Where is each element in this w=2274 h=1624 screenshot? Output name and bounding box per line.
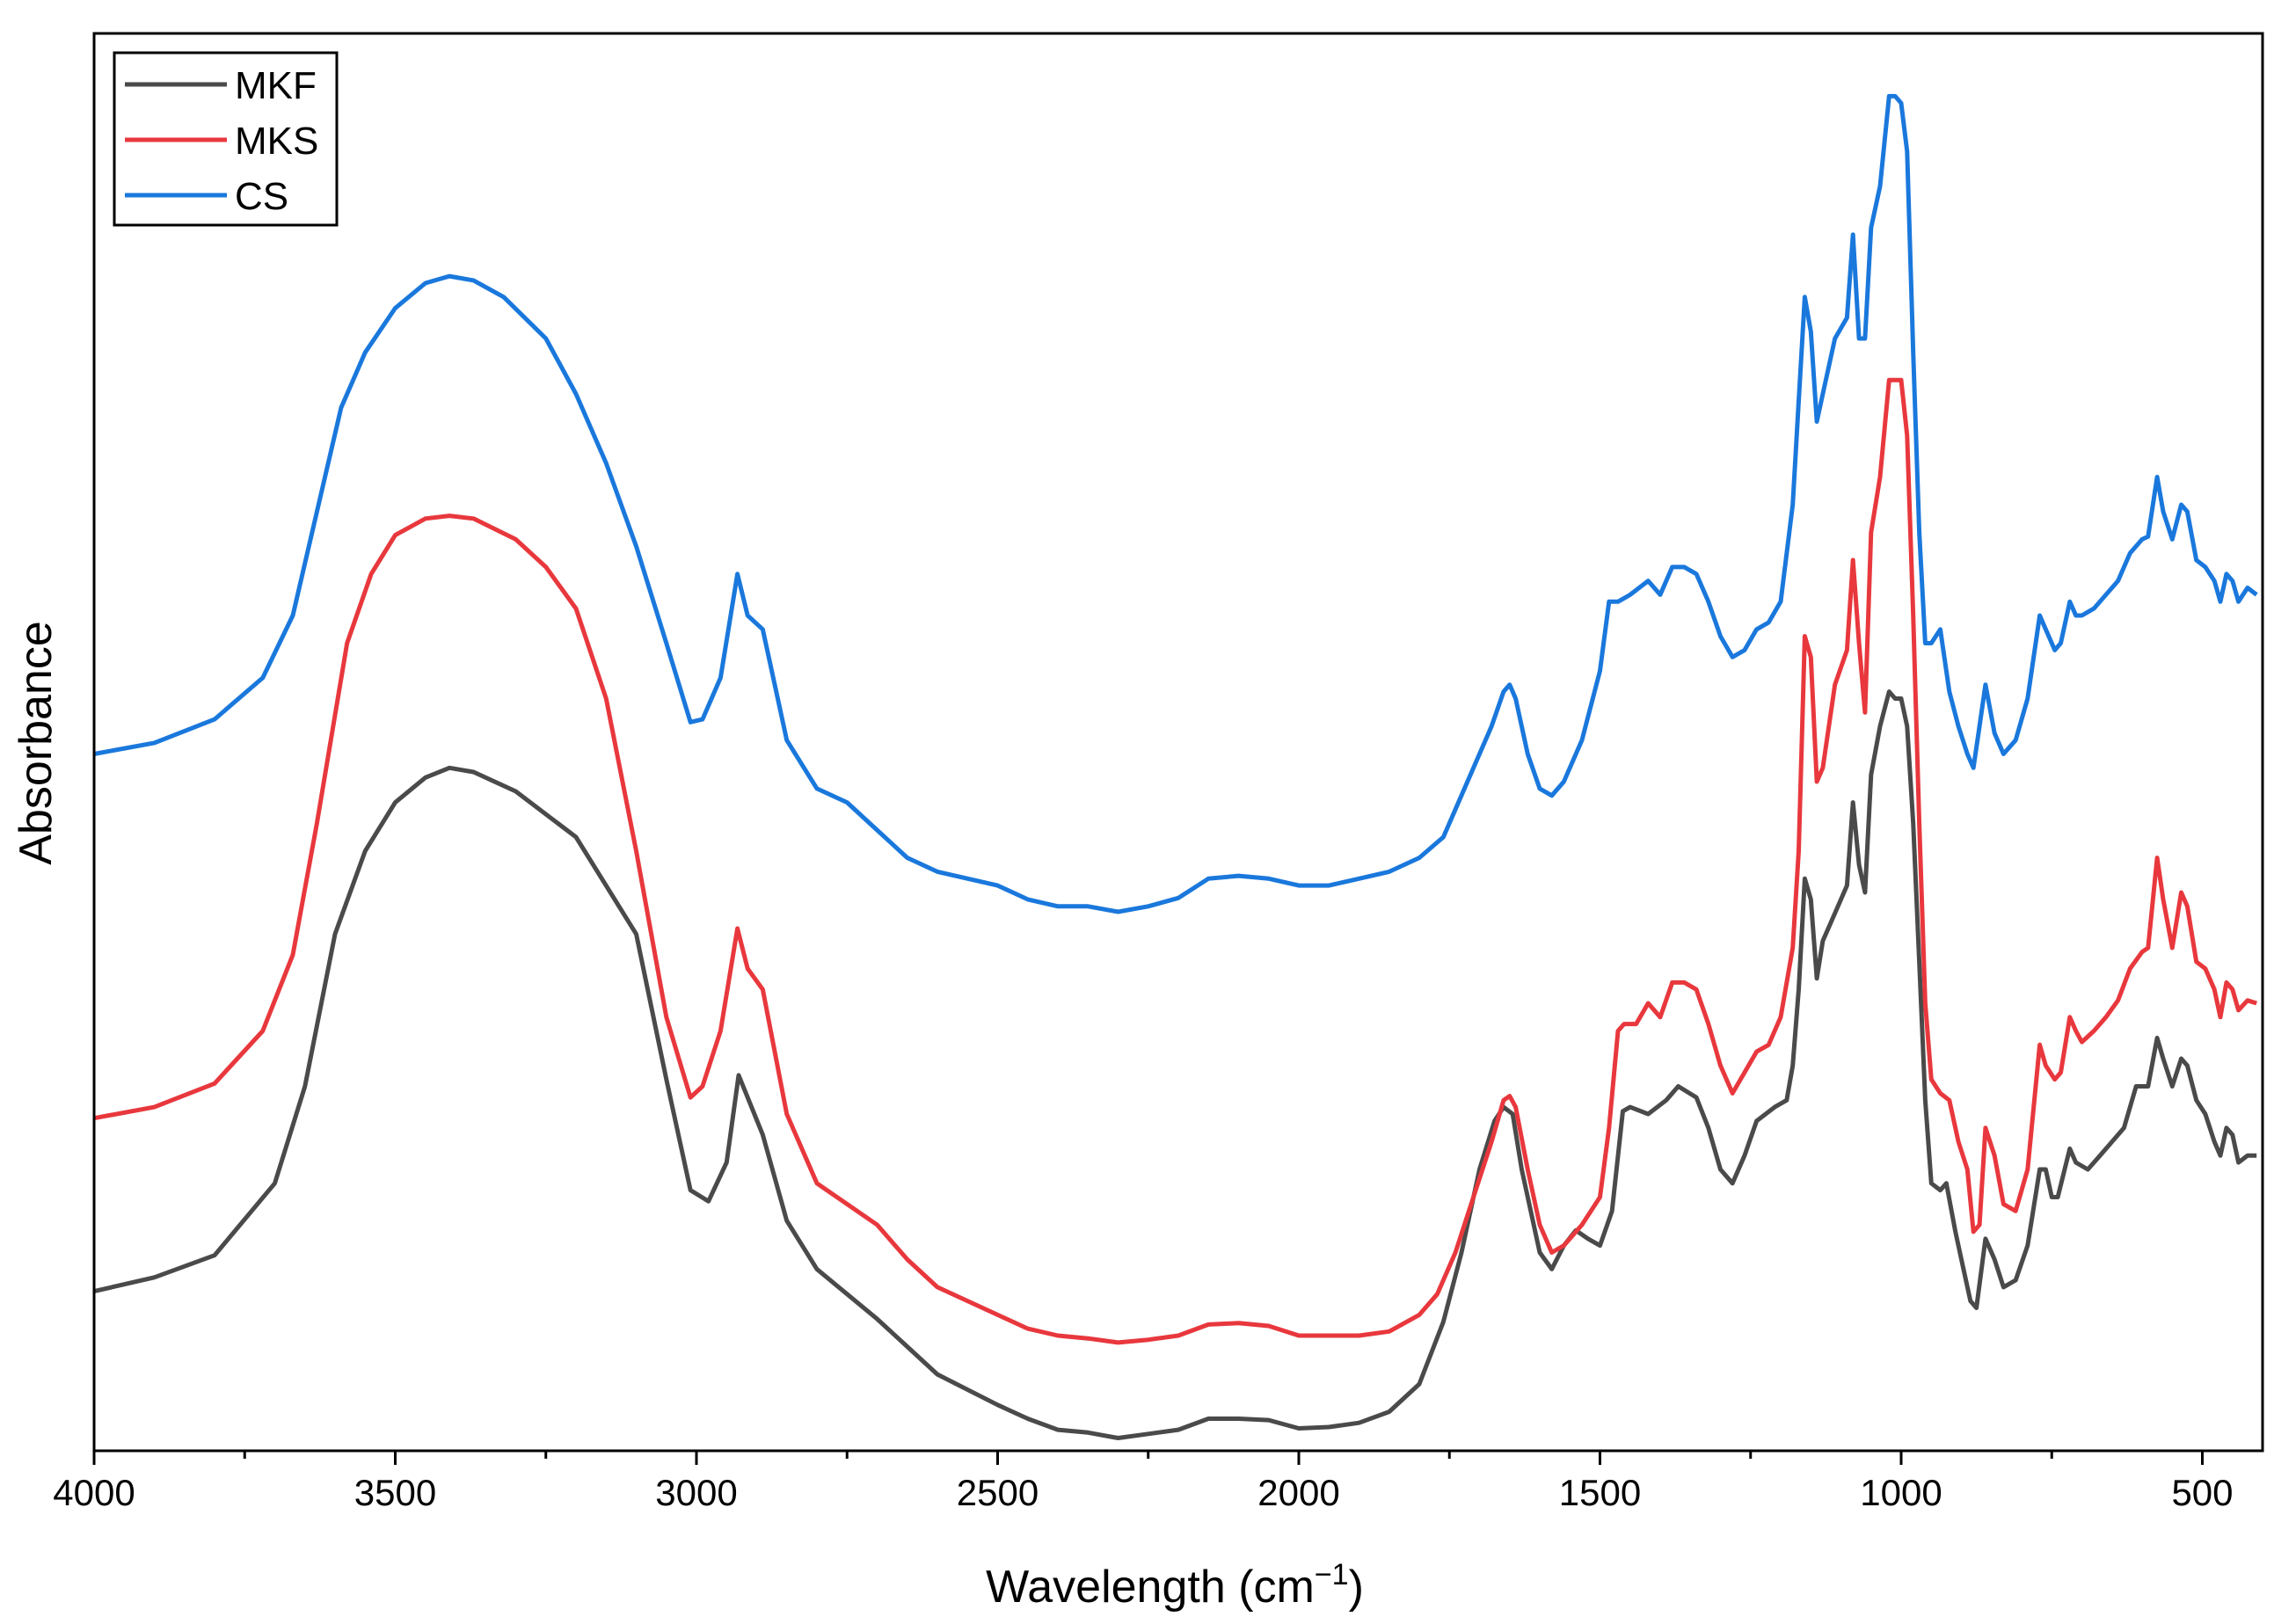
series-line-cs [93,93,2258,914]
x-tick-label: 3000 [655,1472,737,1513]
x-axis-title-superscript: −1 [1315,1558,1349,1591]
x-tick-label: 4000 [53,1472,135,1513]
x-tick-label: 2000 [1257,1472,1339,1513]
x-axis-title-suffix: ) [1349,1562,1364,1613]
x-tick-label: 1000 [1860,1472,1942,1513]
x-axis-title: Wavelength (cm−1) [986,1558,1364,1613]
legend-label-mks: MKS [235,120,318,163]
series-line-mks [93,377,2257,1345]
plot-frame [92,32,2264,1453]
x-tick-label: 2500 [957,1472,1039,1513]
series-line-mkf [93,689,2257,1440]
x-axis-ticks [92,1451,2204,1465]
legend-label-cs: CS [235,175,288,218]
legend-label-mkf: MKF [235,64,317,107]
x-axis-tick-labels: 4000 3500 3000 2500 2000 1500 1000 500 [53,1472,2233,1513]
x-tick-label: 1500 [1559,1472,1641,1513]
series-layer [93,93,2258,1440]
legend: MKF MKS CS [113,51,339,227]
x-tick-label: 500 [2171,1472,2233,1513]
x-axis-title-main: Wavelength (cm [986,1562,1315,1613]
y-axis-title: Absorbance [11,621,62,865]
x-tick-label: 3500 [354,1472,436,1513]
